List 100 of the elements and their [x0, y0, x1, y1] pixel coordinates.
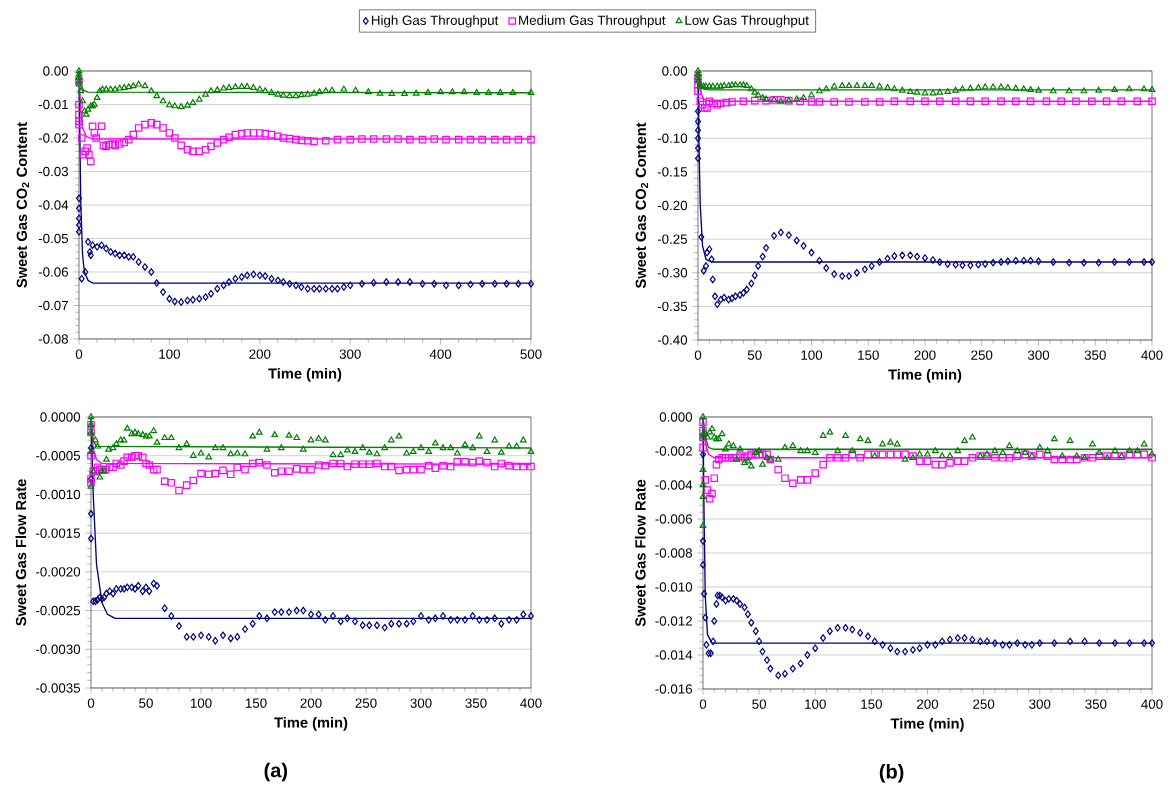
point: [890, 97, 899, 106]
x-tick-label: 350: [1084, 350, 1106, 360]
y-axis-title: Sweet Gas Flow Rate: [634, 479, 646, 627]
x-tick-label: 50: [752, 699, 767, 709]
y-tick-label: -0.0030: [35, 644, 81, 654]
y-axis-title: Sweet Gas Flow Rate: [15, 479, 27, 626]
point: [1148, 97, 1156, 106]
point: [739, 97, 748, 106]
point: [1102, 97, 1111, 106]
point: [981, 97, 989, 106]
point: [1133, 97, 1142, 106]
y-tick-label: -0.30: [657, 268, 688, 278]
y-tick-label: -0.004: [655, 480, 693, 490]
x-tick-label: 0: [75, 349, 83, 359]
legend-label: Low Gas Throughput: [685, 15, 809, 28]
point: [830, 98, 839, 106]
point: [906, 97, 915, 106]
x-tick-label: 200: [917, 699, 939, 709]
y-tick-label: -0.008: [655, 548, 693, 558]
y-tick-label: -0.40: [657, 335, 688, 345]
point: [796, 97, 804, 106]
point: [705, 97, 714, 106]
y-tick-label: 0.00: [662, 66, 688, 76]
y-tick-label: 0.00: [43, 66, 69, 76]
text: (a): [264, 762, 288, 782]
point: [845, 98, 853, 106]
x-tick-label: 500: [520, 349, 542, 359]
x-axis-title: Time (min): [268, 367, 342, 382]
x-tick-label: 250: [973, 699, 995, 709]
x-tick-label: 100: [190, 698, 212, 708]
point: [921, 97, 929, 106]
y-tick-label: -0.006: [655, 514, 693, 524]
x-tick-label: 200: [249, 349, 271, 359]
point: [997, 97, 1005, 106]
y-tick-label: -0.014: [655, 650, 693, 660]
legend-label: Medium Gas Throughput: [519, 15, 666, 28]
y-tick-label: -0.20: [657, 200, 688, 211]
point: [1042, 97, 1051, 106]
y-tick-label: -0.10: [657, 133, 688, 143]
point: [807, 98, 816, 106]
x-tick-label: 250: [971, 350, 993, 360]
x-tick-label: 150: [861, 699, 882, 709]
point: [875, 98, 884, 106]
x-tick-label: 200: [300, 698, 322, 708]
point: [1117, 97, 1126, 106]
point: [728, 98, 736, 106]
y-axis-title: Sweet Gas CO$_{2}$ Content: [16, 122, 30, 288]
y-tick-label: 0.0000: [40, 412, 81, 422]
y-tick-label: -0.012: [655, 616, 692, 626]
x-tick-label: 100: [805, 699, 826, 709]
y-tick-label: -0.010: [655, 582, 693, 592]
y-tick-label: -0.08: [38, 334, 69, 344]
point: [1012, 97, 1020, 106]
x-tick-label: 350: [465, 698, 487, 708]
point: [935, 97, 944, 106]
x-tick-label: 50: [747, 350, 762, 360]
point: [861, 98, 869, 106]
y-tick-label: -0.07: [38, 300, 68, 311]
y-tick-label: -0.0035: [35, 683, 81, 693]
x-tick-label: 200: [914, 350, 936, 360]
point: [708, 99, 717, 108]
point: [1072, 97, 1080, 106]
point: [716, 99, 725, 108]
point: [698, 100, 707, 109]
y-tick-label: -0.0025: [35, 605, 81, 616]
y-tick-label: -0.03: [38, 166, 69, 177]
x-tick-label: 100: [159, 349, 181, 359]
x-tick-label: 400: [1141, 350, 1163, 360]
y-tick-label: -0.0015: [35, 528, 81, 538]
x-tick-label: 300: [1029, 699, 1051, 709]
point: [696, 97, 705, 106]
y-tick-label: -0.02: [38, 133, 68, 143]
x-axis-title: Time (min): [890, 717, 964, 732]
x-tick-label: 300: [1027, 350, 1050, 360]
point: [1026, 97, 1035, 106]
y-tick-label: -0.01: [38, 99, 68, 110]
point: [750, 96, 759, 105]
y-tick-label: -0.0005: [35, 450, 81, 461]
y-tick-label: -0.05: [657, 99, 688, 110]
x-tick-label: 0: [87, 698, 95, 708]
y-tick-label: -0.06: [38, 267, 69, 277]
y-axis-title: Sweet Gas CO$_{2}$ Content: [635, 122, 649, 289]
y-tick-label: -0.0010: [35, 489, 81, 500]
x-tick-label: 300: [339, 349, 361, 359]
y-tick-label: -0.25: [657, 234, 688, 244]
x-axis-title: Time (min): [274, 716, 348, 731]
point: [722, 98, 731, 107]
point: [713, 100, 722, 109]
x-tick-label: 400: [429, 349, 452, 359]
y-tick-label: -0.016: [655, 684, 693, 694]
point: [1088, 97, 1096, 106]
text: (b): [879, 763, 904, 783]
point: [966, 97, 975, 106]
y-tick-label: -0.0020: [35, 567, 81, 577]
y-tick-label: -0.04: [38, 200, 69, 210]
x-tick-label: 400: [520, 698, 542, 708]
point: [694, 87, 702, 95]
point: [951, 97, 960, 106]
y-tick-label: -0.15: [657, 167, 688, 177]
x-tick-label: 100: [801, 350, 823, 360]
